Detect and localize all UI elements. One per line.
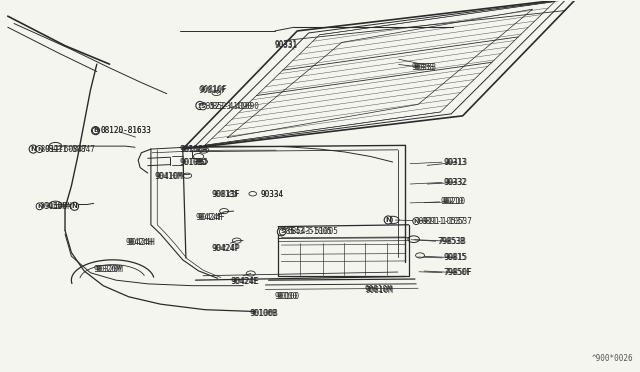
Text: 90424F: 90424F xyxy=(197,213,225,222)
Text: 90332: 90332 xyxy=(445,178,468,187)
Text: 90100J: 90100J xyxy=(181,157,209,167)
Text: 90810M: 90810M xyxy=(364,285,392,294)
Text: 08523-41090: 08523-41090 xyxy=(202,102,253,111)
Text: S: S xyxy=(280,229,285,234)
Text: N: N xyxy=(37,204,42,209)
Text: 90333: 90333 xyxy=(413,62,437,72)
Text: ^900*0026: ^900*0026 xyxy=(591,354,633,363)
Text: N: N xyxy=(30,146,36,152)
Text: 90320M: 90320M xyxy=(93,264,122,273)
Text: N: N xyxy=(37,147,42,151)
Text: 90100: 90100 xyxy=(276,292,300,301)
Text: 90815: 90815 xyxy=(445,253,468,263)
Text: N: N xyxy=(413,219,419,224)
Text: B: B xyxy=(93,128,98,133)
Text: 90810M: 90810M xyxy=(365,286,393,295)
Text: 90210: 90210 xyxy=(440,198,463,206)
Text: 90334: 90334 xyxy=(261,190,284,199)
Text: 08523-41090: 08523-41090 xyxy=(208,102,259,111)
Text: 90334: 90334 xyxy=(261,190,284,199)
Text: 90424H: 90424H xyxy=(127,238,155,247)
Text: B: B xyxy=(93,128,98,134)
Text: 08911-60847: 08911-60847 xyxy=(45,145,95,154)
Text: 08543-51005: 08543-51005 xyxy=(282,227,332,236)
Text: 08543-51005: 08543-51005 xyxy=(288,227,339,236)
Text: 90100J: 90100J xyxy=(180,157,207,167)
Text: 90331: 90331 xyxy=(275,41,298,49)
Text: N: N xyxy=(72,203,77,209)
Text: 79850F: 79850F xyxy=(444,268,471,277)
Text: 90424E: 90424E xyxy=(232,278,259,286)
Text: 90100B: 90100B xyxy=(250,309,277,318)
Text: 90810F: 90810F xyxy=(200,85,228,94)
Text: 90424F: 90424F xyxy=(195,213,223,222)
Text: 08911-10537: 08911-10537 xyxy=(415,217,466,225)
Text: 08120-81633: 08120-81633 xyxy=(100,126,151,135)
Text: 90100: 90100 xyxy=(275,292,298,301)
Text: 08911-10537: 08911-10537 xyxy=(421,217,472,225)
Text: 90331: 90331 xyxy=(275,41,298,50)
Text: 90410M: 90410M xyxy=(156,172,183,181)
Text: 90100B: 90100B xyxy=(251,309,278,318)
Text: 90313: 90313 xyxy=(444,157,467,167)
Text: 79853B: 79853B xyxy=(437,237,465,246)
Text: 90815: 90815 xyxy=(444,253,467,263)
Text: 90810F: 90810F xyxy=(198,86,227,94)
Text: 90424P: 90424P xyxy=(212,244,241,253)
Text: 90100A: 90100A xyxy=(181,145,209,154)
Text: 90210: 90210 xyxy=(442,198,465,206)
Text: 79850F: 79850F xyxy=(445,268,472,277)
Text: 90813F: 90813F xyxy=(212,190,241,199)
Text: 90813F: 90813F xyxy=(211,190,239,199)
Text: 90313: 90313 xyxy=(445,157,468,167)
Text: N: N xyxy=(385,217,391,223)
Text: 90424E: 90424E xyxy=(230,278,258,286)
Text: S: S xyxy=(201,104,205,109)
Text: 90100A: 90100A xyxy=(180,145,207,154)
Text: S: S xyxy=(197,103,202,109)
Text: 90450N: 90450N xyxy=(40,202,67,211)
Text: 90333: 90333 xyxy=(412,63,435,72)
Text: 90424H: 90424H xyxy=(125,238,153,247)
Text: 79853B: 79853B xyxy=(438,237,467,246)
Text: 90424P: 90424P xyxy=(211,244,239,253)
Text: 08911-60847: 08911-60847 xyxy=(36,145,87,154)
Text: 90410M: 90410M xyxy=(154,172,182,181)
Text: 90332: 90332 xyxy=(444,178,467,187)
Text: 08120-81633: 08120-81633 xyxy=(100,126,151,135)
Text: S: S xyxy=(279,229,284,235)
Text: 90450N: 90450N xyxy=(45,202,72,211)
Text: 90320M: 90320M xyxy=(95,264,124,273)
